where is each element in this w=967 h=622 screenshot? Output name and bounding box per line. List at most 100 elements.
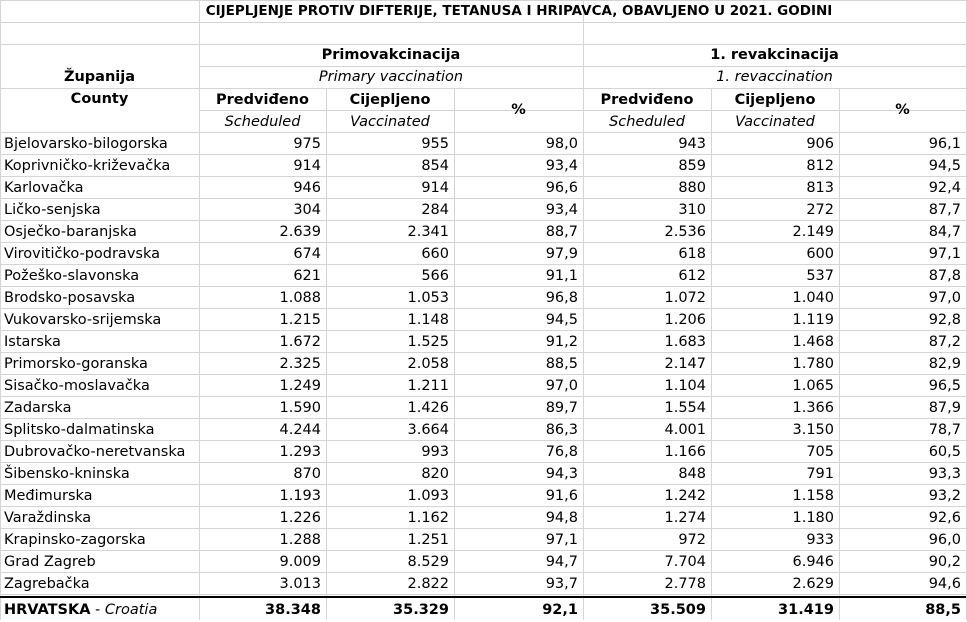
table-cell: 1.040 <box>792 290 834 306</box>
grid-line <box>0 528 966 529</box>
table-cell: 3.013 <box>279 576 321 592</box>
county-name: Splitsko-dalmatinska <box>4 422 155 438</box>
table-cell: 94,6 <box>928 576 961 592</box>
page-title: CIJEPLJENJE PROTIV DIFTERIJE, TETANUSA I… <box>205 3 833 19</box>
grid-line <box>0 0 966 1</box>
table-cell: 94,5 <box>928 158 961 174</box>
table-cell: 310 <box>678 202 706 218</box>
county-name: Brodsko-posavska <box>4 290 136 306</box>
table-cell: 2.058 <box>407 356 449 372</box>
total-label: HRVATSKA - Croatia <box>4 599 198 621</box>
table-cell: 993 <box>421 444 449 460</box>
county-header-hr: Županija <box>63 69 136 85</box>
county-name: Primorsko-goranska <box>4 356 148 372</box>
grid-line <box>0 132 966 133</box>
table-cell: 1.180 <box>792 510 834 526</box>
grid-line <box>454 88 455 620</box>
county-name: Sisačko-moslavačka <box>4 378 150 394</box>
county-name: Zagrebačka <box>4 576 90 592</box>
table-cell: 975 <box>293 136 321 152</box>
grid-line <box>583 0 584 620</box>
table-cell: 1.093 <box>407 488 449 504</box>
total-cell: 31.419 <box>778 602 834 618</box>
table-cell: 93,4 <box>545 202 578 218</box>
table-cell: 933 <box>806 532 834 548</box>
county-name: Međimurska <box>4 488 93 504</box>
grid-line <box>0 220 966 221</box>
table-cell: 1.251 <box>407 532 449 548</box>
table-cell: 566 <box>421 268 449 284</box>
table-cell: 94,5 <box>545 312 578 328</box>
grid-line <box>0 44 966 45</box>
table-cell: 3.150 <box>792 422 834 438</box>
table-cell: 87,2 <box>928 334 961 350</box>
table-cell: 2.149 <box>792 224 834 240</box>
table-cell: 1.468 <box>792 334 834 350</box>
primary-group-subheader: Primary vaccination <box>318 69 464 85</box>
table-cell: 618 <box>678 246 706 262</box>
table-cell: 96,6 <box>545 180 578 196</box>
grid-line <box>0 440 966 441</box>
grid-line <box>0 286 966 287</box>
table-cell: 86,3 <box>545 422 578 438</box>
grid-line <box>0 330 966 331</box>
table-cell: 1.780 <box>792 356 834 372</box>
table-cell: 284 <box>421 202 449 218</box>
grid-line <box>839 88 840 620</box>
grid-line <box>0 594 966 595</box>
table-cell: 9.009 <box>279 554 321 570</box>
table-cell: 96,0 <box>928 532 961 548</box>
table-cell: 88,5 <box>545 356 578 372</box>
grid-line <box>199 110 966 111</box>
grid-line <box>199 0 200 620</box>
county-name: Zadarska <box>4 400 72 416</box>
table-cell: 1.053 <box>407 290 449 306</box>
total-separator <box>0 597 966 598</box>
scheduled-header: Predviđeno <box>216 92 309 108</box>
grid-line <box>0 198 966 199</box>
table-cell: 4.001 <box>664 422 706 438</box>
county-name: Dubrovačko-neretvanska <box>4 444 186 460</box>
table-cell: 914 <box>421 180 449 196</box>
scheduled-subheader: Scheduled <box>609 114 685 130</box>
table-cell: 621 <box>293 268 321 284</box>
grid-line <box>0 242 966 243</box>
table-cell: 1.554 <box>664 400 706 416</box>
vaccinated-subheader: Vaccinated <box>735 114 815 130</box>
table-cell: 1.104 <box>664 378 706 394</box>
table-cell: 6.946 <box>792 554 834 570</box>
table-cell: 96,8 <box>545 290 578 306</box>
table-cell: 820 <box>421 466 449 482</box>
table-cell: 906 <box>806 136 834 152</box>
table-cell: 870 <box>293 466 321 482</box>
table-cell: 1.426 <box>407 400 449 416</box>
scheduled-header: Predviđeno <box>600 92 694 108</box>
table-cell: 946 <box>293 180 321 196</box>
table-cell: 1.226 <box>279 510 321 526</box>
table-cell: 1.293 <box>279 444 321 460</box>
table-cell: 97,0 <box>545 378 578 394</box>
primary-group-header: Primovakcinacija <box>321 47 461 63</box>
grid-line <box>0 264 966 265</box>
grid-line <box>0 154 966 155</box>
total-cell: 88,5 <box>925 602 961 618</box>
table-cell: 1.242 <box>664 488 706 504</box>
county-name: Varaždinska <box>4 510 92 526</box>
table-cell: 859 <box>678 158 706 174</box>
table-cell: 813 <box>806 180 834 196</box>
table-cell: 1.274 <box>664 510 706 526</box>
table-cell: 304 <box>293 202 321 218</box>
table-cell: 93,4 <box>545 158 578 174</box>
county-name: Vukovarsko-srijemska <box>4 312 162 328</box>
county-name: Grad Zagreb <box>4 554 96 570</box>
table-cell: 97,1 <box>928 246 961 262</box>
table-cell: 2.325 <box>279 356 321 372</box>
table-cell: 97,9 <box>545 246 578 262</box>
grid-line <box>0 396 966 397</box>
table-cell: 87,7 <box>928 202 961 218</box>
grid-line <box>0 308 966 309</box>
grid-line <box>0 352 966 353</box>
table-cell: 92,8 <box>928 312 961 328</box>
table-cell: 1.215 <box>279 312 321 328</box>
county-name: Istarska <box>4 334 61 350</box>
